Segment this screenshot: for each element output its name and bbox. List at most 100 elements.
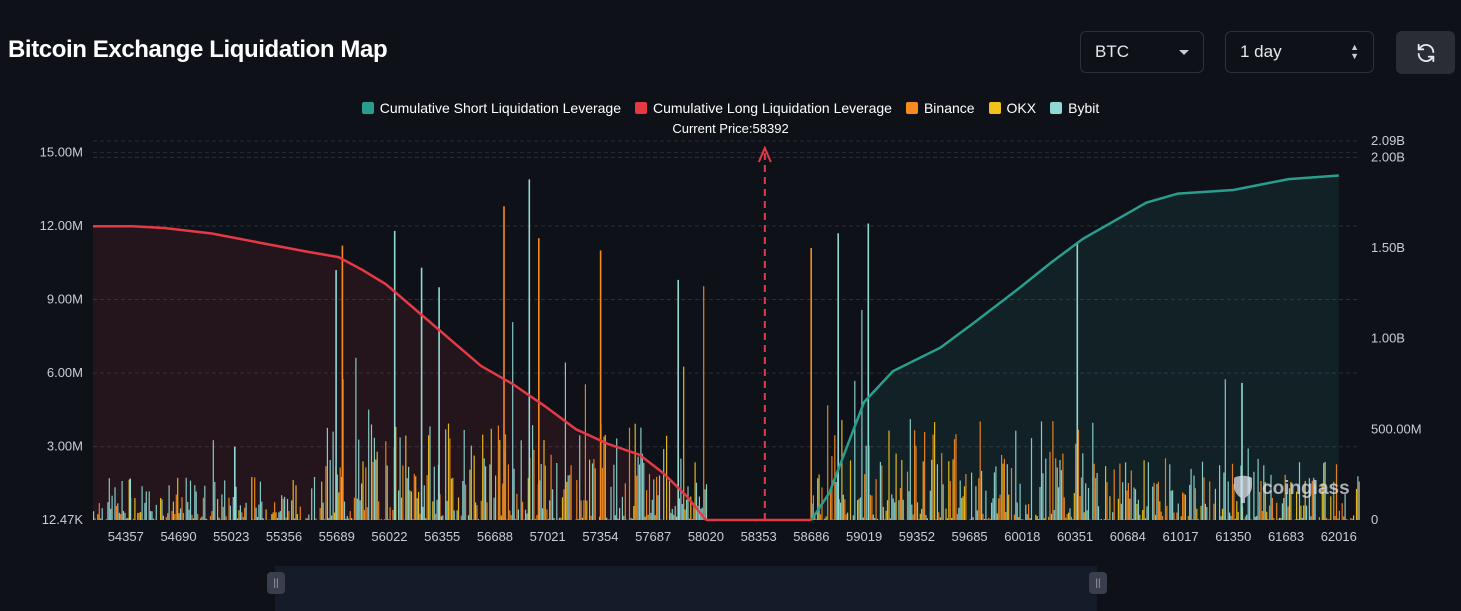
liquidation-bar (162, 515, 164, 520)
liquidation-bar (556, 463, 558, 520)
legend-item[interactable]: Cumulative Long Liquidation Leverage (635, 100, 892, 116)
short-leverage-line (810, 174, 1339, 521)
liquidation-bar (1109, 496, 1111, 520)
liquidation-bar (415, 476, 417, 520)
liquidation-bar (333, 512, 336, 520)
zoom-range-track[interactable] (275, 566, 1097, 611)
short-leverage-area (811, 175, 1339, 520)
zoom-handle-right[interactable]: || (1089, 572, 1107, 594)
liquidation-bar (640, 427, 642, 520)
liquidation-bar (440, 516, 442, 520)
liquidation-bar (435, 513, 437, 520)
liquidation-bar (419, 513, 421, 520)
liquidation-bar (633, 506, 635, 520)
liquidation-bar (1075, 443, 1077, 520)
liquidation-bar (676, 516, 678, 520)
liquidation-bar (993, 472, 995, 520)
liquidation-bar (315, 518, 317, 520)
liquidation-bar (1249, 477, 1251, 520)
liquidation-bar (1072, 519, 1074, 520)
liquidation-bar (1022, 519, 1024, 520)
liquidation-bar (1338, 510, 1340, 520)
liquidation-bar (432, 501, 434, 520)
liquidation-bar (1345, 519, 1348, 520)
timeframe-select[interactable]: 1 day ▲ ▼ (1225, 31, 1374, 73)
liquidation-bar (1203, 477, 1205, 520)
liquidation-bar (175, 494, 177, 520)
liquidation-bar (1105, 466, 1107, 520)
liquidation-bar (935, 519, 937, 520)
liquidation-bar (1271, 498, 1273, 520)
liquidation-bar (241, 512, 243, 520)
y-left-tick-label: 15.00M (40, 144, 83, 159)
liquidation-bar (1042, 473, 1044, 520)
legend-item[interactable]: Binance (905, 100, 975, 116)
liquidation-bar (1019, 483, 1021, 520)
liquidation-bar (1095, 478, 1097, 520)
liquidation-bar (1197, 518, 1199, 520)
liquidation-bar (1045, 458, 1047, 520)
liquidation-bar (1002, 463, 1004, 520)
liquidation-bar (345, 518, 347, 520)
liquidation-bar (456, 510, 458, 520)
liquidation-bar (891, 494, 893, 520)
liquidation-bar (272, 512, 274, 520)
liquidation-bar (490, 428, 492, 520)
liquidation-bar (349, 511, 351, 520)
y-right-tick-label: 2.09B (1371, 133, 1405, 148)
liquidation-bar (395, 426, 397, 520)
legend-item[interactable]: OKX (988, 100, 1036, 116)
current-price-label: Current Price:58392 (672, 121, 789, 136)
liquidation-bar (1244, 516, 1246, 520)
liquidation-bar (892, 498, 894, 520)
liquidation-bar (1100, 519, 1102, 520)
liquidation-bar (242, 517, 244, 520)
liquidation-bar (872, 514, 874, 520)
legend-item[interactable]: Bybit (1050, 100, 1099, 116)
liquidation-bar (201, 516, 203, 520)
liquidation-bar (346, 515, 348, 520)
liquidation-bar (1030, 438, 1033, 520)
liquidation-bar (563, 489, 565, 520)
liquidation-bar (969, 519, 971, 520)
liquidation-peak-bar (341, 245, 344, 520)
liquidation-bar (499, 439, 501, 520)
liquidation-bar (348, 518, 350, 520)
liquidation-bar (457, 497, 460, 520)
liquidation-bar (1087, 487, 1090, 520)
liquidation-bar (1029, 518, 1031, 520)
liquidation-bar (579, 435, 581, 520)
liquidation-bar (412, 519, 414, 520)
x-tick-label: 59019 (846, 529, 882, 544)
legend-item[interactable]: Cumulative Short Liquidation Leverage (361, 100, 621, 116)
zoom-handle-left[interactable]: || (267, 572, 285, 594)
liquidation-bar (1277, 519, 1279, 520)
liquidation-bar (817, 478, 819, 520)
liquidation-bar (909, 419, 911, 520)
liquidation-bar (489, 464, 491, 520)
liquidation-bar (1013, 514, 1015, 520)
liquidation-bar (155, 504, 157, 520)
x-tick-label: 57354 (582, 529, 618, 544)
liquidation-bar (660, 519, 662, 520)
liquidation-bar (922, 461, 924, 520)
coin-select[interactable]: BTC (1080, 31, 1204, 73)
liquidation-bar (1053, 510, 1055, 520)
liquidation-peak-bar (538, 238, 540, 520)
liquidation-bar (1288, 488, 1291, 520)
liquidation-bar (477, 519, 480, 520)
liquidation-peak-bar (810, 248, 812, 520)
liquidation-bar (886, 500, 889, 520)
liquidation-bar (497, 425, 499, 520)
liquidation-bar (286, 498, 289, 520)
refresh-icon (1417, 43, 1434, 62)
refresh-button[interactable] (1396, 31, 1455, 74)
liquidation-bar (1026, 514, 1028, 520)
liquidation-bar (285, 517, 287, 520)
liquidation-bar (1055, 458, 1057, 520)
liquidation-bar (1134, 489, 1137, 520)
liquidation-bar (884, 519, 886, 520)
liquidation-bar (406, 478, 408, 520)
liquidation-bar (569, 474, 571, 520)
timeframe-select-value: 1 day (1240, 42, 1282, 61)
